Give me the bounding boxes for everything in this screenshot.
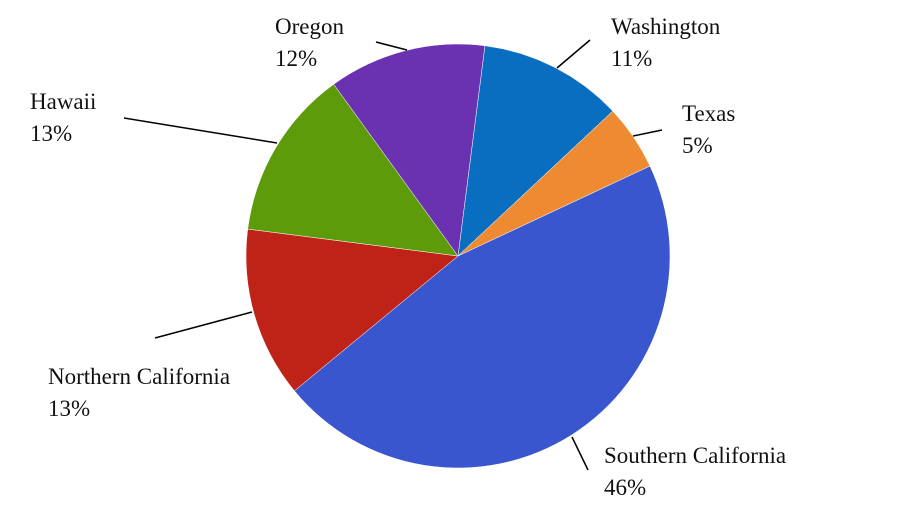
slice-label: Oregon [275,14,344,39]
leader-line [556,39,591,69]
slice-label: Washington [611,14,721,39]
slice-value-label: 46% [604,475,646,500]
leader-line [123,117,278,144]
slice-value-label: 12% [275,46,317,71]
pie-slice [294,165,671,469]
pie-slice [245,228,459,392]
slice-label: Texas [682,101,735,126]
leader-line [375,41,408,51]
slice-value-label: 13% [48,396,90,421]
leader-line [154,311,253,339]
slice-label: Hawaii [30,89,96,114]
slice-label: Southern California [604,443,786,468]
slice-value-label: 13% [30,121,72,146]
slice-value-label: 5% [682,133,713,158]
pie-slice [457,45,614,257]
slice-value-label: 11% [611,46,652,71]
slice-label: Northern California [48,364,230,389]
leader-line [571,436,589,471]
leader-line [632,129,663,137]
pie-slice [247,83,459,257]
pie-slice [333,43,486,257]
